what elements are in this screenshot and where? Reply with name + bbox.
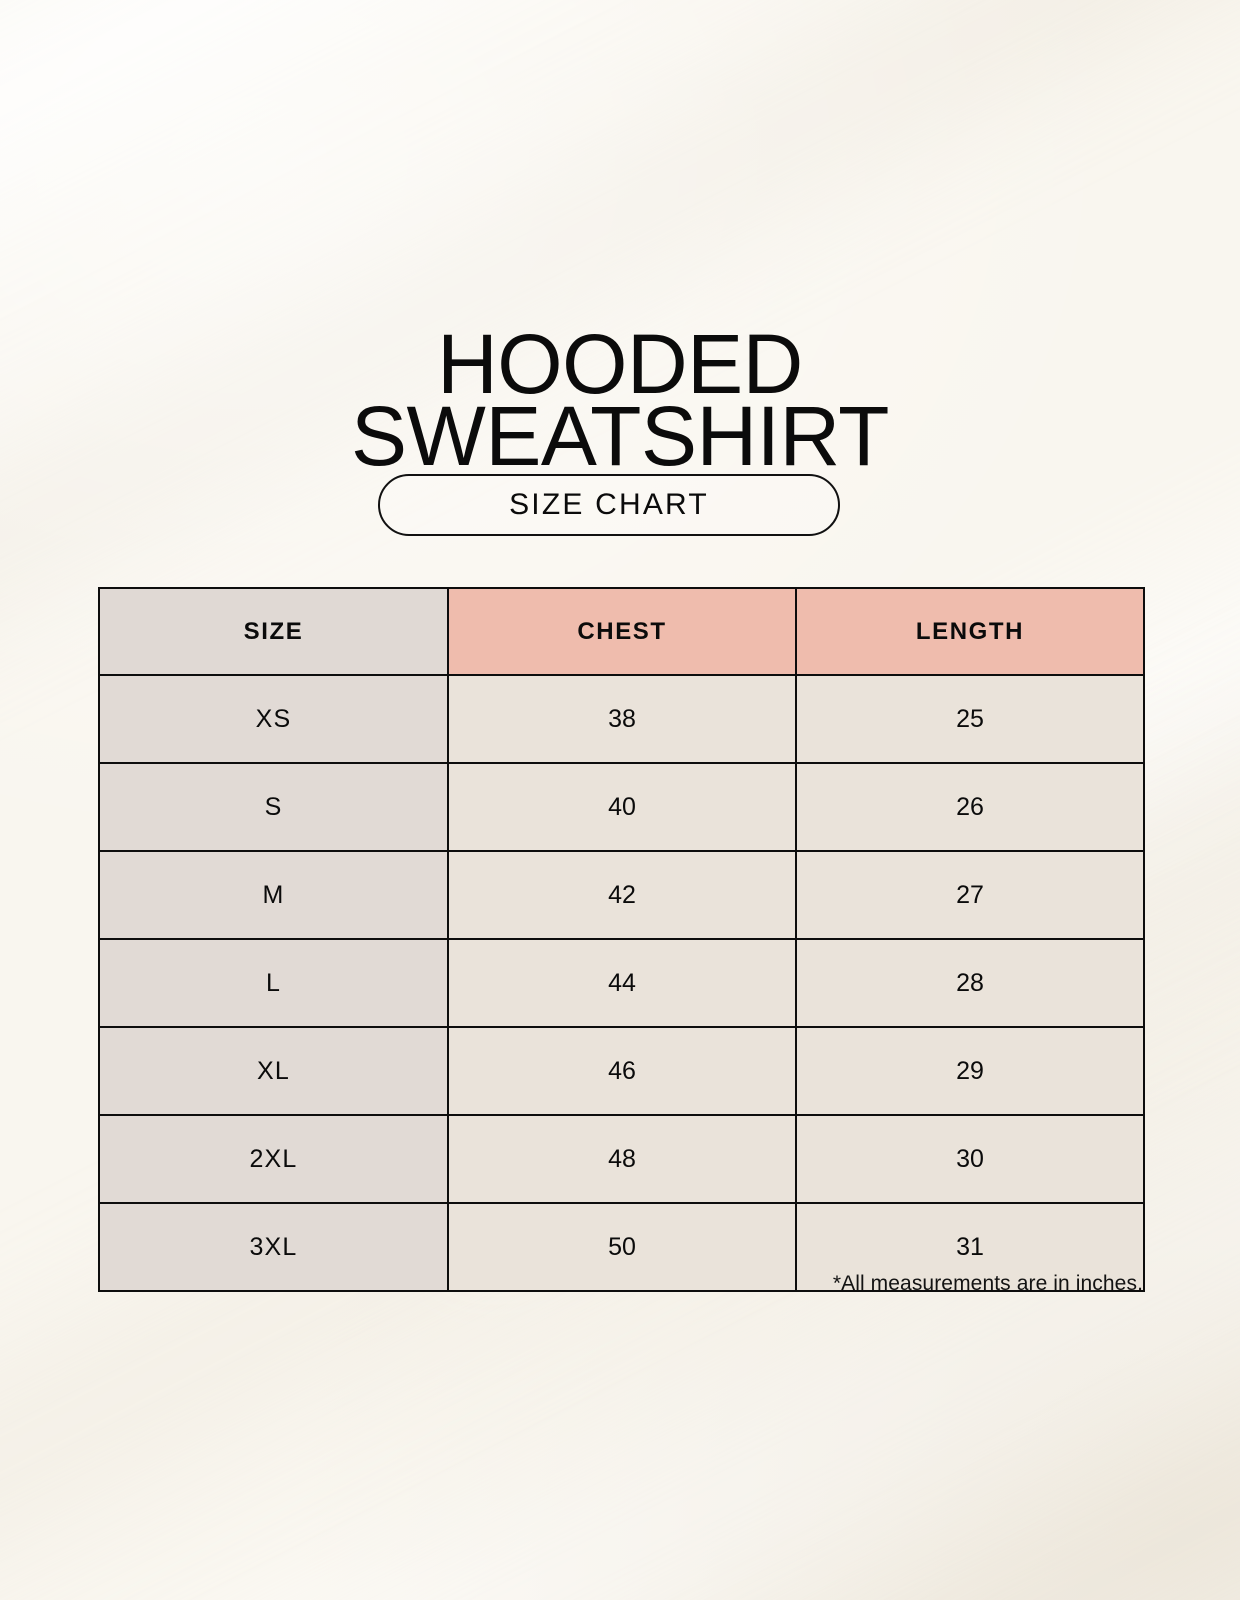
cell-size: L [98,938,449,1028]
cell-chest: 46 [447,1026,797,1116]
column-header-size: SIZE [98,587,449,676]
table-row: M 42 27 [98,850,1145,940]
size-chart-table: SIZE CHEST LENGTH XS 38 25 S 40 26 M 42 … [98,587,1145,1292]
table-row: XL 46 29 [98,1026,1145,1116]
cell-length: 25 [795,674,1145,764]
table-row: 3XL 50 31 [98,1202,1145,1292]
table-row: S 40 26 [98,762,1145,852]
cell-size: XS [98,674,449,764]
cell-chest: 42 [447,850,797,940]
page-title: HOODED SWEATSHIRT [351,317,889,484]
cell-length: 30 [795,1114,1145,1204]
table-row: L 44 28 [98,938,1145,1028]
cell-chest: 40 [447,762,797,852]
cell-chest: 50 [447,1202,797,1292]
column-header-length: LENGTH [795,587,1145,676]
cell-chest: 48 [447,1114,797,1204]
size-chart-badge-label: SIZE CHART [509,488,709,521]
cell-size: M [98,850,449,940]
table-header: SIZE CHEST LENGTH [98,587,1145,676]
cell-length: 27 [795,850,1145,940]
measurement-footnote: *All measurements are in inches. [832,1272,1143,1295]
cell-chest: 38 [447,674,797,764]
column-header-chest: CHEST [447,587,797,676]
cell-length: 29 [795,1026,1145,1116]
cell-size: 3XL [98,1202,449,1292]
cell-chest: 44 [447,938,797,1028]
table-row: 2XL 48 30 [98,1114,1145,1204]
table-body: XS 38 25 S 40 26 M 42 27 L 44 28 XL 46 [98,674,1145,1292]
cell-size: S [98,762,449,852]
cell-length: 31 [795,1202,1145,1292]
cell-length: 26 [795,762,1145,852]
table-row: XS 38 25 [98,674,1145,764]
cell-length: 28 [795,938,1145,1028]
cell-size: 2XL [98,1114,449,1204]
table-header-row: SIZE CHEST LENGTH [98,587,1145,676]
cell-size: XL [98,1026,449,1116]
paper-light-streak [0,0,1240,333]
size-chart-badge: SIZE CHART [378,474,840,536]
